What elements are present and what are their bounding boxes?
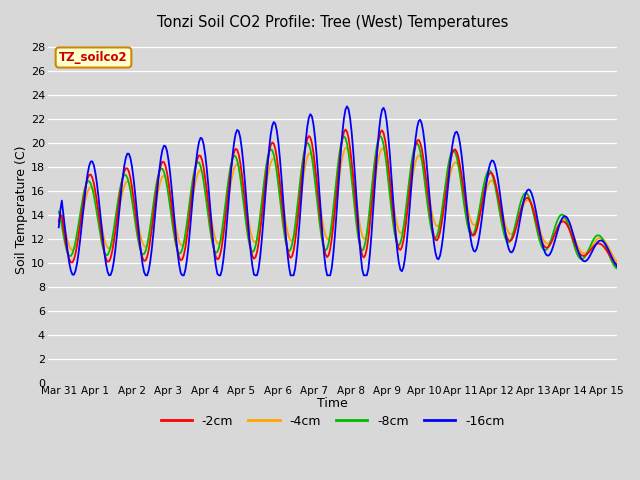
Y-axis label: Soil Temperature (C): Soil Temperature (C) [15,145,28,274]
Title: Tonzi Soil CO2 Profile: Tree (West) Temperatures: Tonzi Soil CO2 Profile: Tree (West) Temp… [157,15,508,30]
Legend: -2cm, -4cm, -8cm, -16cm: -2cm, -4cm, -8cm, -16cm [156,410,509,433]
X-axis label: Time: Time [317,397,348,410]
Text: TZ_soilco2: TZ_soilco2 [59,51,128,64]
